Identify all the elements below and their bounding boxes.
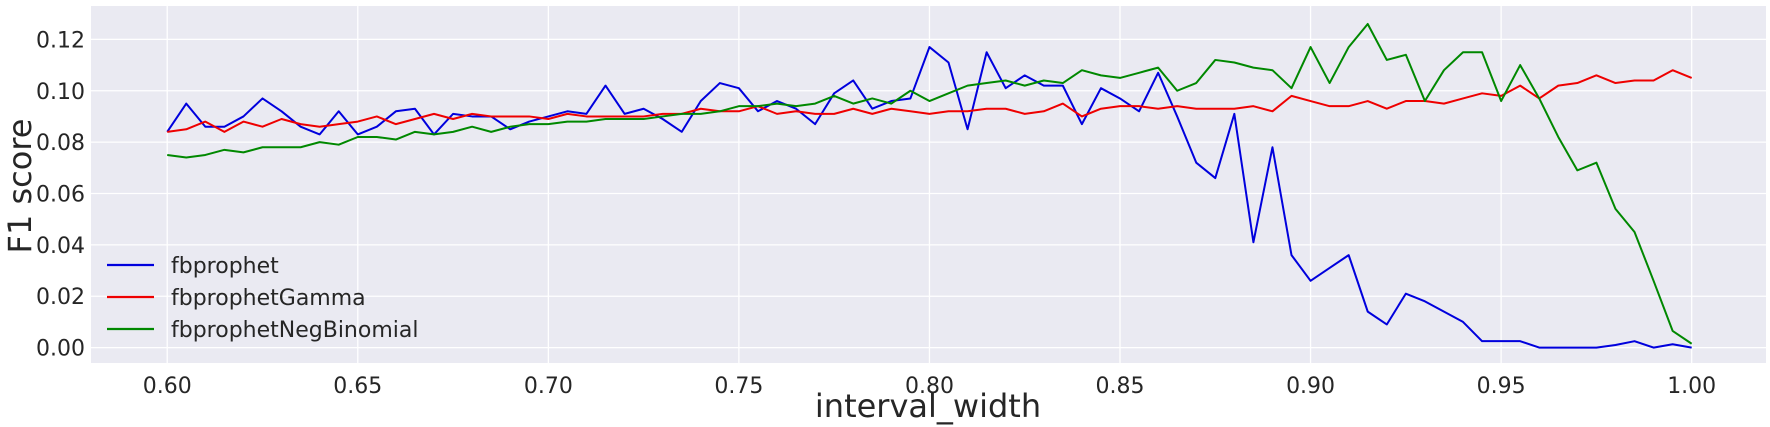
x-tick-label: 0.90	[1286, 374, 1335, 399]
y-tick-label: 0.02	[36, 285, 85, 310]
x-tick-labels: 0.60 0.65 0.70 0.75 0.80 0.85 0.90 0.95 1.00	[143, 374, 1716, 399]
series-lines	[166, 22, 1693, 349]
x-tick-label: 0.80	[905, 374, 954, 399]
y-tick-label: 0.00	[36, 337, 85, 362]
series-line-fbprophetnegbinomial	[167, 22, 1693, 345]
y-tick-label: 0.06	[36, 182, 85, 207]
x-tick-label: 0.75	[714, 374, 763, 399]
legend: fbprophet fbprophetGamma fbprophetNegBin…	[107, 254, 418, 343]
x-axis-label: interval_width	[815, 387, 1041, 425]
series-line-fbprophetgamma	[167, 69, 1693, 133]
x-tick-label: 0.65	[333, 374, 382, 399]
y-axis-label: F1 score	[1, 119, 39, 254]
x-tick-label: 0.85	[1096, 374, 1145, 399]
y-tick-labels: 0.00 0.02 0.04 0.06 0.08 0.10 0.12	[36, 28, 85, 361]
x-tick-label: 0.70	[524, 374, 573, 399]
legend-label-fbprophetnegbinomial: fbprophetNegBinomial	[171, 318, 418, 343]
legend-label-fbprophet: fbprophet	[171, 254, 279, 279]
y-tick-label: 0.10	[36, 80, 85, 105]
y-tick-label: 0.04	[36, 234, 85, 259]
legend-label-fbprophetgamma: fbprophetGamma	[171, 286, 366, 311]
y-tick-label: 0.12	[36, 28, 85, 53]
x-tick-label: 0.60	[143, 374, 192, 399]
x-tick-label: 1.00	[1667, 374, 1716, 399]
y-tick-label: 0.08	[36, 131, 85, 156]
grid-lines	[91, 6, 1766, 363]
x-tick-label: 0.95	[1477, 374, 1526, 399]
